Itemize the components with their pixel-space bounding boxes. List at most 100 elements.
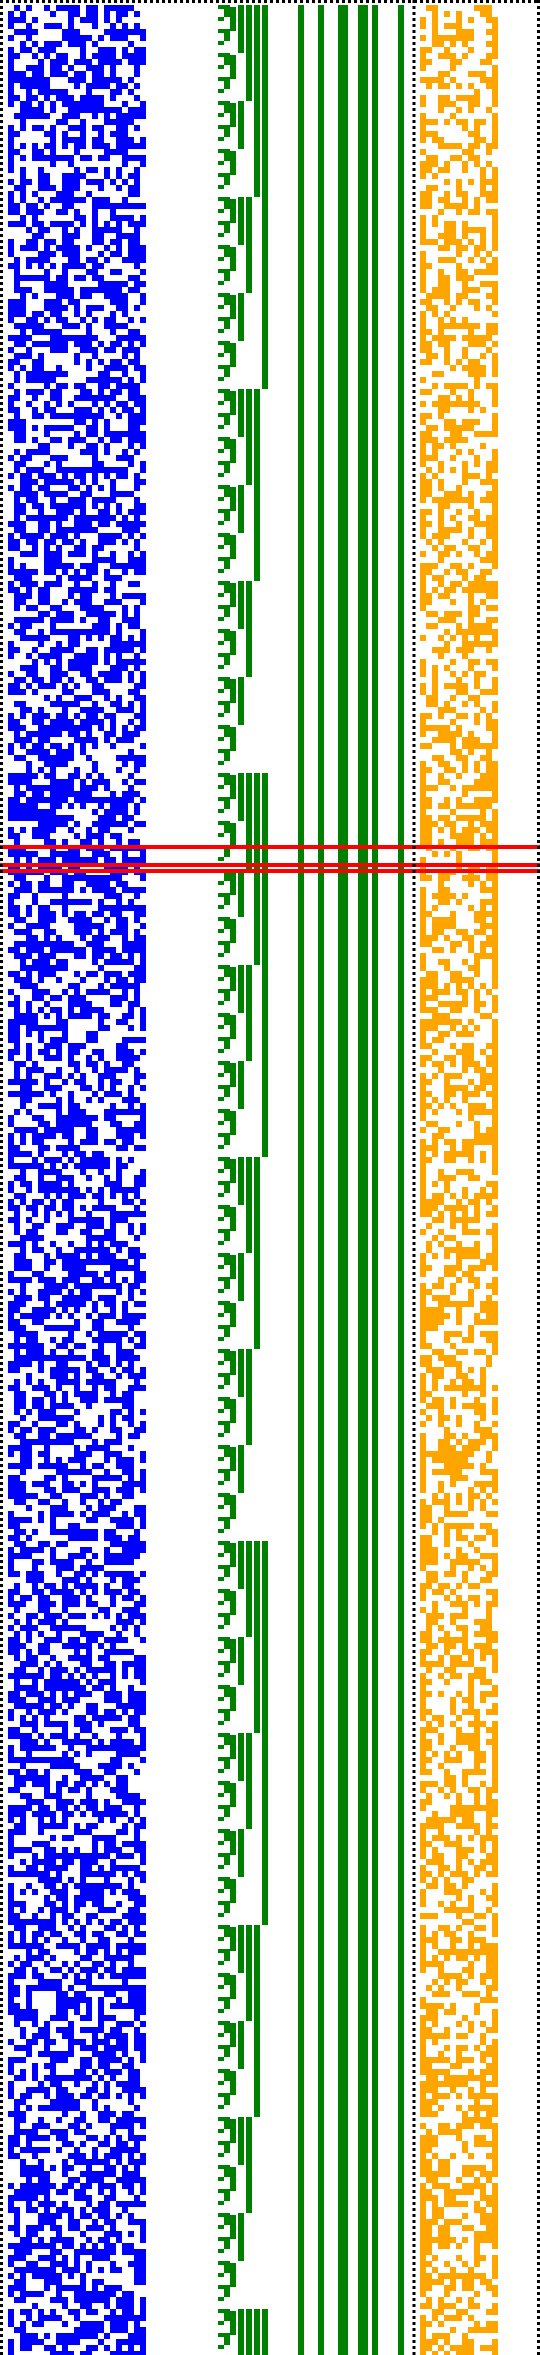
blue-bit-cell xyxy=(56,2147,62,2153)
blue-bit-cell xyxy=(122,293,128,299)
blue-bit-cell xyxy=(68,1115,74,1121)
blue-bit-cell xyxy=(134,233,140,239)
blue-bit-cell xyxy=(8,1217,14,1223)
blue-bit-cell xyxy=(110,89,116,95)
blue-bit-cell xyxy=(98,2339,104,2345)
blue-bit-cell xyxy=(128,215,134,221)
blue-bit-cell xyxy=(110,2291,116,2297)
blue-bit-cell xyxy=(50,911,56,917)
blue-bit-cell xyxy=(38,1643,44,1649)
blue-bit-cell xyxy=(98,1163,104,1169)
blue-bit-cell xyxy=(74,113,80,119)
blue-bit-cell xyxy=(86,305,92,311)
blue-bit-cell xyxy=(20,2285,26,2291)
blue-bit-cell xyxy=(14,947,20,953)
blue-bit-cell xyxy=(20,881,26,887)
blue-bit-cell xyxy=(140,1847,146,1853)
blue-bit-cell xyxy=(74,2297,80,2303)
blue-bit-cell xyxy=(38,2219,44,2225)
blue-bit-cell xyxy=(56,851,62,857)
blue-bit-cell xyxy=(140,2255,146,2261)
blue-bit-cell xyxy=(14,377,20,383)
blue-bit-cell xyxy=(56,1559,62,1565)
blue-bit-cell xyxy=(110,227,116,233)
blue-bit-cell xyxy=(92,431,98,437)
blue-bit-cell xyxy=(104,569,110,575)
blue-bit-cell xyxy=(110,1697,116,1703)
blue-bit-cell xyxy=(74,1823,80,1829)
blue-bit-cell xyxy=(38,641,44,647)
blue-bit-cell xyxy=(104,383,110,389)
blue-bit-cell xyxy=(44,1709,50,1715)
blue-bit-cell xyxy=(44,41,50,47)
blue-bit-cell xyxy=(128,1457,134,1463)
blue-bit-cell xyxy=(74,2069,80,2075)
blue-bit-cell xyxy=(32,809,38,815)
blue-bit-cell xyxy=(80,1247,86,1253)
blue-bit-cell xyxy=(14,977,20,983)
blue-bit-cell xyxy=(38,503,44,509)
blue-bit-cell xyxy=(104,1025,110,1031)
blue-bit-cell xyxy=(110,611,116,617)
blue-bit-cell xyxy=(116,1637,122,1643)
blue-bit-cell xyxy=(20,1175,26,1181)
blue-bit-cell xyxy=(38,587,44,593)
blue-bit-cell xyxy=(128,1001,134,1007)
blue-bit-cell xyxy=(56,887,62,893)
blue-bit-cell xyxy=(134,353,140,359)
blue-bit-cell xyxy=(74,1901,80,1907)
blue-bit-cell xyxy=(110,797,116,803)
blue-bit-cell xyxy=(62,173,68,179)
blue-bit-cell xyxy=(50,2261,56,2267)
blue-bit-cell xyxy=(128,1349,134,1355)
blue-bit-cell xyxy=(122,1319,128,1325)
blue-bit-cell xyxy=(56,389,62,395)
blue-bit-cell xyxy=(32,2243,38,2249)
blue-bit-cell xyxy=(44,1457,50,1463)
blue-bit-cell xyxy=(8,1451,14,1457)
blue-bit-cell xyxy=(50,1547,56,1553)
blue-bit-cell xyxy=(104,2105,110,2111)
blue-bit-cell xyxy=(116,173,122,179)
blue-bit-cell xyxy=(92,1379,98,1385)
blue-bit-cell xyxy=(116,1571,122,1577)
blue-bit-cell xyxy=(14,1463,20,1469)
blue-bit-cell xyxy=(56,2075,62,2081)
blue-bit-cell xyxy=(62,647,68,653)
blue-bit-cell xyxy=(56,2129,62,2135)
blue-bit-cell xyxy=(8,719,14,725)
blue-bit-cell xyxy=(116,167,122,173)
blue-bit-cell xyxy=(104,401,110,407)
blue-bit-cell xyxy=(68,35,74,41)
blue-bit-cell xyxy=(122,1751,128,1757)
blue-bit-cell xyxy=(44,1487,50,1493)
blue-bit-cell xyxy=(134,581,140,587)
blue-bit-cell xyxy=(26,803,32,809)
blue-bit-cell xyxy=(80,2249,86,2255)
blue-bit-cell xyxy=(98,1889,104,1895)
blue-bit-cell xyxy=(86,1805,92,1811)
blue-bit-cell xyxy=(8,1289,14,1295)
blue-bit-cell xyxy=(74,71,80,77)
blue-bit-cell xyxy=(74,2159,80,2165)
blue-bit-cell xyxy=(116,995,122,1001)
blue-bit-cell xyxy=(44,1283,50,1289)
blue-bit-cell xyxy=(26,5,32,11)
blue-bit-cell xyxy=(80,1511,86,1517)
blue-bit-cell xyxy=(98,35,104,41)
blue-bit-cell xyxy=(140,299,146,305)
blue-bit-cell xyxy=(104,653,110,659)
blue-bit-cell xyxy=(140,1343,146,1349)
blue-bit-cell xyxy=(128,29,134,35)
blue-bit-cell xyxy=(26,1547,32,1553)
blue-bit-cell xyxy=(92,1835,98,1841)
blue-bit-cell xyxy=(134,335,140,341)
blue-bit-cell xyxy=(134,1871,140,1877)
blue-bit-cell xyxy=(140,1301,146,1307)
blue-bit-cell xyxy=(20,41,26,47)
blue-bit-cell xyxy=(104,1907,110,1913)
blue-bit-cell xyxy=(14,17,20,23)
blue-bit-cell xyxy=(26,1019,32,1025)
blue-bit-cell xyxy=(32,2039,38,2045)
blue-bit-cell xyxy=(128,1421,134,1427)
